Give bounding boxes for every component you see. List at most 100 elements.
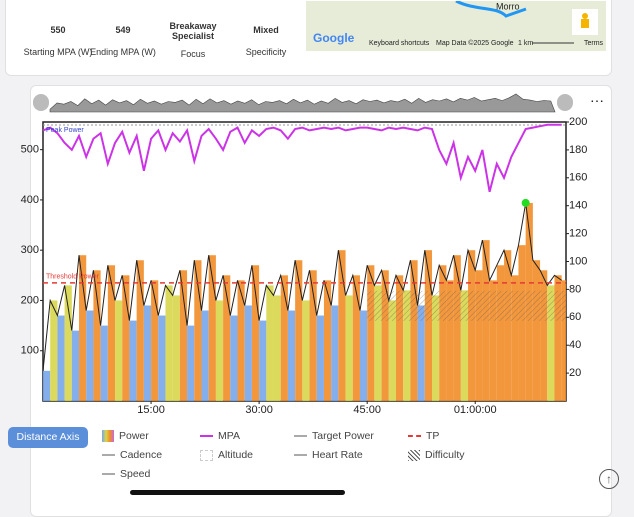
power-column <box>475 270 483 401</box>
stat: 549 Ending MPA (W) <box>83 25 163 57</box>
map-terms[interactable]: Terms <box>584 40 604 47</box>
power-column <box>496 265 505 401</box>
power-column <box>158 315 166 401</box>
legend-item[interactable]: Power <box>102 430 149 443</box>
power-column <box>540 270 548 401</box>
power-column <box>143 305 152 401</box>
stat-value: 550 <box>50 25 66 35</box>
legend-item[interactable]: Speed <box>102 468 150 480</box>
power-column <box>381 270 389 401</box>
power-column <box>547 285 555 401</box>
y2-tick-label: 60 <box>569 311 581 323</box>
legend-item[interactable]: Altitude <box>200 449 253 461</box>
peak-power-label: Peak Power <box>46 127 84 134</box>
power-column <box>532 260 541 401</box>
stat-value: Breakaway Specialist <box>169 21 217 41</box>
map[interactable]: Morro Google Keyboard shortcuts Map Data… <box>306 1 606 51</box>
power-column <box>511 275 519 401</box>
y-tick-label: 300 <box>21 244 39 256</box>
legend-item[interactable]: TP <box>408 430 439 442</box>
legend-label: Altitude <box>218 449 254 461</box>
power-column <box>64 285 72 401</box>
range-handle[interactable] <box>557 94 573 111</box>
power-column <box>439 265 447 401</box>
power-column <box>107 265 116 401</box>
legend-item[interactable]: Difficulty <box>408 449 464 461</box>
power-column <box>417 305 425 401</box>
power-column <box>79 255 87 401</box>
power-column <box>295 260 303 401</box>
legend-label: Power <box>119 430 149 442</box>
legend-label: MPA <box>218 430 240 442</box>
power-column <box>50 300 58 401</box>
legend-label: Heart Rate <box>312 449 363 461</box>
legend-swatch <box>294 435 307 438</box>
power-column <box>374 285 382 401</box>
power-column <box>151 280 159 401</box>
power-column <box>367 265 375 401</box>
power-column <box>136 260 144 401</box>
scroll-top-button[interactable]: ↑ <box>599 469 619 489</box>
legend-swatch <box>408 449 420 461</box>
map-attribution: Map Data ©2025 Google <box>436 39 514 47</box>
power-column <box>100 325 108 401</box>
y-tick-label: 500 <box>21 144 39 156</box>
y2-tick-label: 80 <box>569 283 581 295</box>
summary-card: 550 Starting MPA (W) 549 Ending MPA (W) Br… <box>5 0 612 76</box>
power-column <box>403 290 411 401</box>
x-tick-label: 45:00 <box>353 404 381 416</box>
legend-item[interactable]: Heart Rate <box>294 449 363 461</box>
chart: ⋯ Peak Power Threshold Power 100 200 300 400 5… <box>21 93 604 416</box>
power-column <box>237 280 245 401</box>
legend-item[interactable]: Target Power <box>294 430 374 442</box>
power-column <box>359 310 368 401</box>
power-column <box>338 250 346 401</box>
stat: Mixed Specificity <box>226 25 306 57</box>
page: 550 Starting MPA (W) 549 Ending MPA (W) Br… <box>5 0 619 517</box>
more-icon[interactable]: ⋯ <box>590 93 604 109</box>
y2-tick-label: 200 <box>569 116 587 128</box>
stat: 550 Starting MPA (W) <box>18 25 98 57</box>
y2-tick-label: 20 <box>569 367 581 379</box>
legend-item[interactable]: Cadence <box>102 449 162 461</box>
y2-tick-label: 140 <box>569 200 587 212</box>
power-column <box>273 295 281 401</box>
legend-swatch <box>294 454 307 457</box>
power-column <box>302 300 310 401</box>
legend-label: Difficulty <box>425 449 465 461</box>
legend-label: Cadence <box>120 449 163 461</box>
stat: Breakaway Specialist Focus <box>153 21 233 59</box>
mpa-line <box>42 123 562 193</box>
power-column <box>259 320 267 401</box>
difficulty-area <box>367 290 566 321</box>
power-column <box>561 280 566 401</box>
legend-swatch <box>408 435 421 438</box>
power-column <box>453 255 461 401</box>
power-column <box>554 275 562 401</box>
y2-tick-label: 160 <box>569 172 587 184</box>
power-column <box>446 280 454 401</box>
power-line <box>42 202 562 371</box>
stat-label: Specificity <box>245 47 287 57</box>
stat-label: Focus <box>180 49 206 59</box>
power-column <box>187 325 195 401</box>
power-column <box>504 250 512 401</box>
power-column <box>244 305 252 401</box>
map-place: Morro <box>496 1 520 11</box>
y-tick-label: 100 <box>21 345 39 357</box>
range-handle[interactable] <box>33 94 49 111</box>
power-column <box>251 265 260 401</box>
power-column <box>388 300 396 401</box>
power-column <box>424 250 433 401</box>
map-shortcuts[interactable]: Keyboard shortcuts <box>369 40 430 47</box>
power-column <box>410 260 418 401</box>
map-logo: Google <box>313 31 355 45</box>
stat-label: Ending MPA (W) <box>90 47 156 57</box>
y-tick-label: 400 <box>21 194 39 206</box>
power-column <box>86 310 94 401</box>
distance-axis-button[interactable]: Distance Axis <box>8 427 88 448</box>
legend-item[interactable]: MPA <box>200 430 240 442</box>
power-column <box>316 315 324 401</box>
power-column <box>352 275 360 401</box>
power-column <box>194 260 202 401</box>
